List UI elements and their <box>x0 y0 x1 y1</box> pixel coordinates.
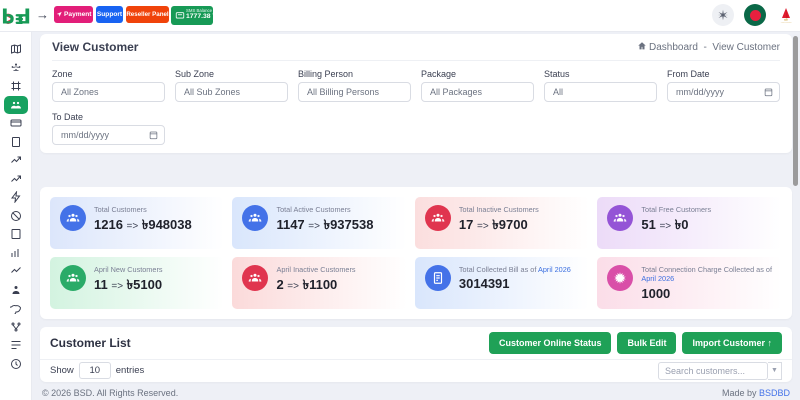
svg-text:a2i: a2i <box>784 18 788 22</box>
